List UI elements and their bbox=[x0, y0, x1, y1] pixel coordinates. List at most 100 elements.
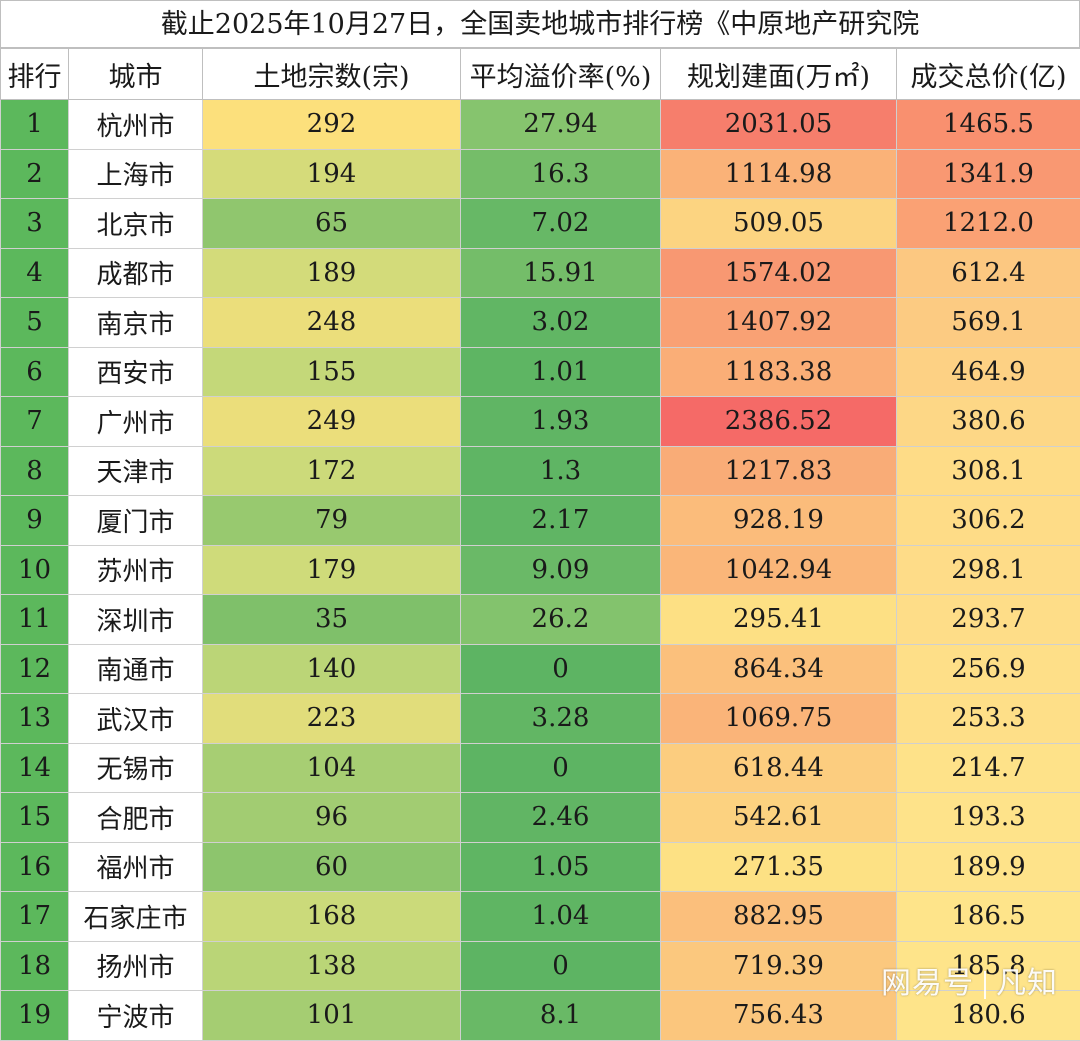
cell-parcels: 155 bbox=[203, 347, 461, 397]
header-parcels: 土地宗数(宗) bbox=[203, 49, 461, 100]
header-area: 规划建面(万㎡) bbox=[661, 49, 897, 100]
watermark-divider bbox=[984, 971, 986, 999]
cell-premium: 3.02 bbox=[461, 298, 661, 348]
cell-city: 苏州市 bbox=[69, 545, 203, 595]
cell-premium: 3.28 bbox=[461, 694, 661, 744]
cell-city: 天津市 bbox=[69, 446, 203, 496]
cell-parcels: 138 bbox=[203, 941, 461, 991]
cell-area: 542.61 bbox=[661, 793, 897, 843]
cell-parcels: 65 bbox=[203, 199, 461, 249]
cell-city: 无锡市 bbox=[69, 743, 203, 793]
cell-area: 1217.83 bbox=[661, 446, 897, 496]
cell-total: 253.3 bbox=[897, 694, 1080, 744]
cell-city: 南通市 bbox=[69, 644, 203, 694]
cell-premium: 1.04 bbox=[461, 892, 661, 942]
cell-parcels: 248 bbox=[203, 298, 461, 348]
cell-premium: 1.3 bbox=[461, 446, 661, 496]
cell-parcels: 101 bbox=[203, 991, 461, 1041]
cell-city: 石家庄市 bbox=[69, 892, 203, 942]
cell-total: 293.7 bbox=[897, 595, 1080, 645]
cell-city: 厦门市 bbox=[69, 496, 203, 546]
cell-area: 719.39 bbox=[661, 941, 897, 991]
cell-area: 1069.75 bbox=[661, 694, 897, 744]
cell-city: 福州市 bbox=[69, 842, 203, 892]
cell-rank: 15 bbox=[1, 793, 69, 843]
ranking-table: 排行 城市 土地宗数(宗) 平均溢价率(%) 规划建面(万㎡) 成交总价(亿) … bbox=[0, 48, 1080, 1041]
cell-rank: 9 bbox=[1, 496, 69, 546]
cell-parcels: 194 bbox=[203, 149, 461, 199]
cell-premium: 0 bbox=[461, 644, 661, 694]
header-premium: 平均溢价率(%) bbox=[461, 49, 661, 100]
cell-city: 深圳市 bbox=[69, 595, 203, 645]
cell-rank: 3 bbox=[1, 199, 69, 249]
cell-area: 509.05 bbox=[661, 199, 897, 249]
cell-city: 北京市 bbox=[69, 199, 203, 249]
cell-premium: 7.02 bbox=[461, 199, 661, 249]
cell-city: 宁波市 bbox=[69, 991, 203, 1041]
header-total: 成交总价(亿) bbox=[897, 49, 1080, 100]
cell-rank: 18 bbox=[1, 941, 69, 991]
cell-rank: 6 bbox=[1, 347, 69, 397]
cell-rank: 10 bbox=[1, 545, 69, 595]
cell-total: 1465.5 bbox=[897, 100, 1080, 150]
watermark: 网易号凡知 bbox=[881, 958, 1058, 1002]
cell-parcels: 168 bbox=[203, 892, 461, 942]
cell-parcels: 140 bbox=[203, 644, 461, 694]
header-row: 排行 城市 土地宗数(宗) 平均溢价率(%) 规划建面(万㎡) 成交总价(亿) bbox=[1, 49, 1080, 100]
cell-area: 2386.52 bbox=[661, 397, 897, 447]
cell-parcels: 79 bbox=[203, 496, 461, 546]
cell-parcels: 189 bbox=[203, 248, 461, 298]
cell-city: 南京市 bbox=[69, 298, 203, 348]
cell-area: 756.43 bbox=[661, 991, 897, 1041]
cell-city: 广州市 bbox=[69, 397, 203, 447]
cell-area: 1042.94 bbox=[661, 545, 897, 595]
cell-premium: 15.91 bbox=[461, 248, 661, 298]
cell-parcels: 223 bbox=[203, 694, 461, 744]
cell-premium: 9.09 bbox=[461, 545, 661, 595]
cell-parcels: 292 bbox=[203, 100, 461, 150]
cell-rank: 1 bbox=[1, 100, 69, 150]
header-city: 城市 bbox=[69, 49, 203, 100]
cell-total: 569.1 bbox=[897, 298, 1080, 348]
cell-rank: 16 bbox=[1, 842, 69, 892]
cell-area: 1114.98 bbox=[661, 149, 897, 199]
cell-premium: 1.01 bbox=[461, 347, 661, 397]
cell-parcels: 35 bbox=[203, 595, 461, 645]
cell-premium: 1.93 bbox=[461, 397, 661, 447]
cell-total: 189.9 bbox=[897, 842, 1080, 892]
cell-premium: 27.94 bbox=[461, 100, 661, 150]
cell-total: 306.2 bbox=[897, 496, 1080, 546]
cell-premium: 8.1 bbox=[461, 991, 661, 1041]
cell-parcels: 172 bbox=[203, 446, 461, 496]
cell-parcels: 60 bbox=[203, 842, 461, 892]
watermark-author: 凡知 bbox=[996, 966, 1058, 1001]
cell-area: 928.19 bbox=[661, 496, 897, 546]
cell-premium: 1.05 bbox=[461, 842, 661, 892]
cell-rank: 12 bbox=[1, 644, 69, 694]
cell-rank: 4 bbox=[1, 248, 69, 298]
cell-total: 1341.9 bbox=[897, 149, 1080, 199]
cell-parcels: 249 bbox=[203, 397, 461, 447]
cell-total: 186.5 bbox=[897, 892, 1080, 942]
cell-city: 杭州市 bbox=[69, 100, 203, 150]
cell-total: 193.3 bbox=[897, 793, 1080, 843]
cell-rank: 17 bbox=[1, 892, 69, 942]
cell-premium: 0 bbox=[461, 743, 661, 793]
cell-area: 864.34 bbox=[661, 644, 897, 694]
cell-premium: 0 bbox=[461, 941, 661, 991]
